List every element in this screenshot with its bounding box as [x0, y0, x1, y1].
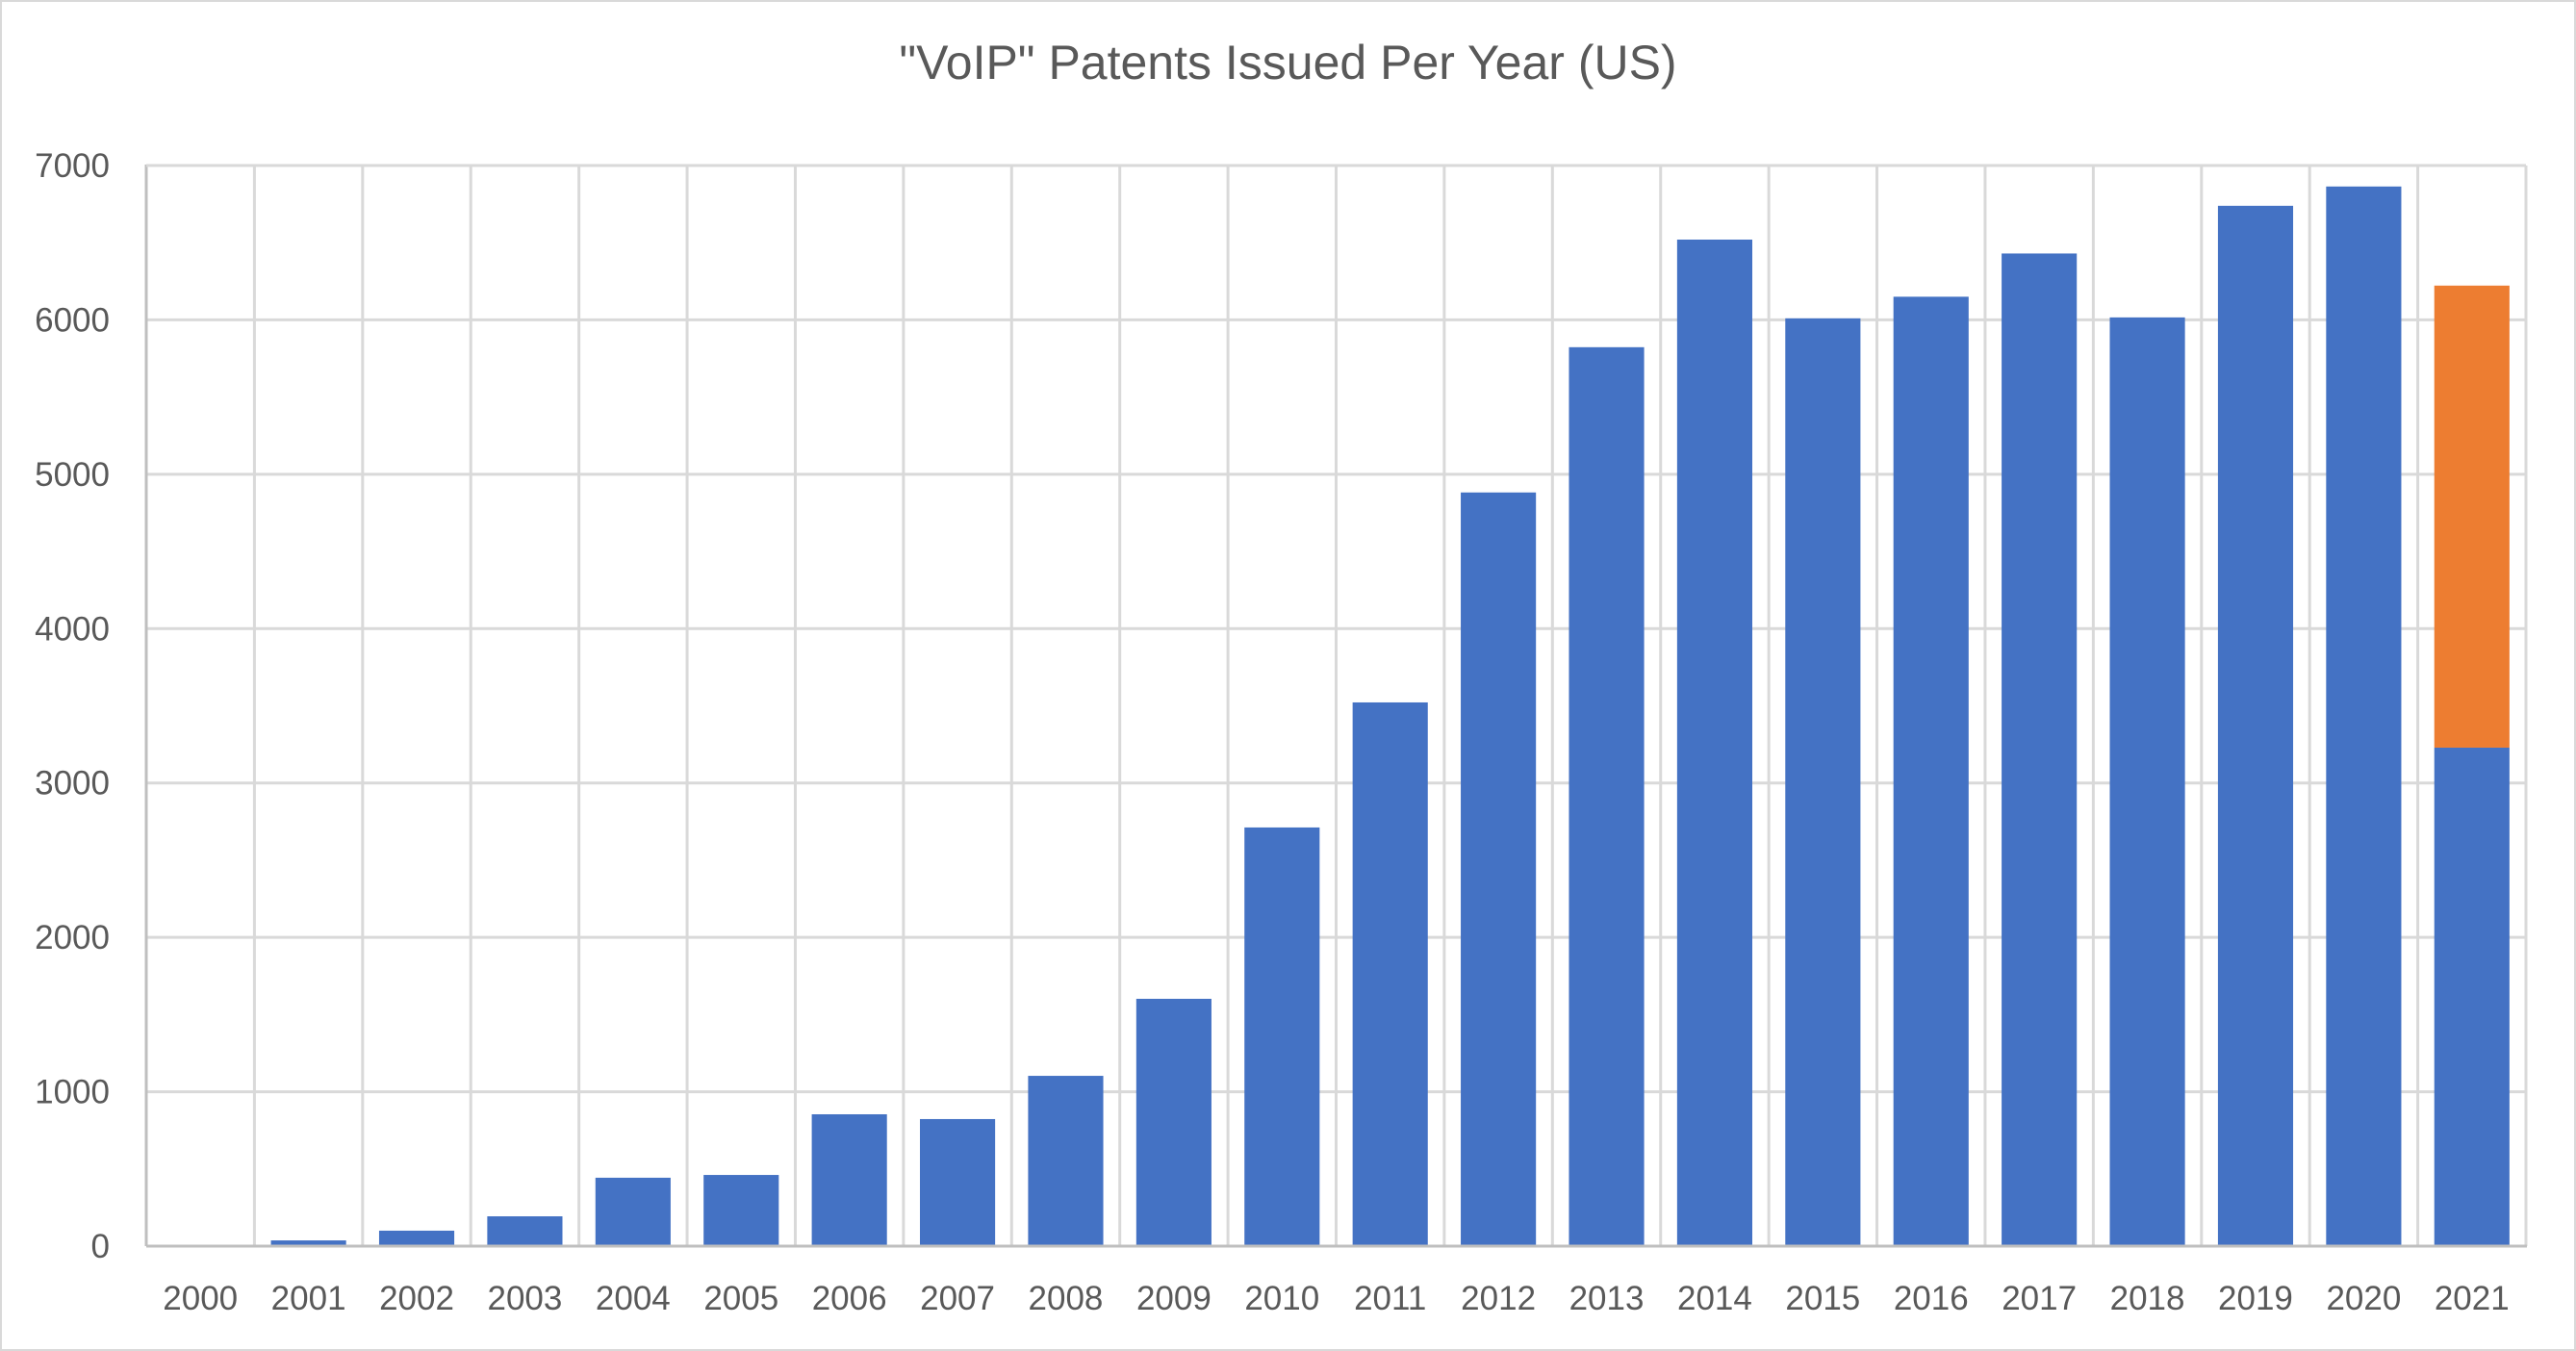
- y-tick-label: 7000: [35, 147, 110, 185]
- x-tick-label: 2012: [1461, 1280, 1536, 1317]
- y-tick-label: 4000: [35, 610, 110, 648]
- bar-issued-2019: [2217, 205, 2294, 1247]
- bar-issued-2014: [1676, 240, 1752, 1246]
- bar-issued-2002: [378, 1230, 455, 1246]
- x-tick-label: 2001: [271, 1280, 346, 1317]
- bar-issued-2021: [2434, 747, 2510, 1246]
- x-tick-label: 2014: [1677, 1280, 1752, 1317]
- x-tick-label: 2006: [812, 1280, 887, 1317]
- axes: [144, 164, 2527, 1248]
- x-tick-label: 2021: [2435, 1280, 2510, 1317]
- y-tick-label: 3000: [35, 765, 110, 803]
- bar-issued-2009: [1135, 998, 1211, 1246]
- x-tick-label: 2009: [1136, 1280, 1211, 1317]
- bar-issued-2012: [1461, 492, 1537, 1246]
- x-tick-label: 2008: [1029, 1280, 1104, 1317]
- x-tick-label: 2013: [1569, 1280, 1645, 1317]
- chart-title: "VoIP" Patents Issued Per Year (US): [899, 36, 1677, 89]
- y-tick-label: 1000: [35, 1074, 110, 1111]
- x-tick-label: 2003: [487, 1280, 562, 1317]
- x-tick-label: 2000: [163, 1280, 238, 1317]
- bar-issued-2003: [487, 1216, 563, 1246]
- bar-issued-2005: [703, 1175, 779, 1246]
- bar-issued-2018: [2109, 317, 2185, 1247]
- x-tick-label: 2007: [920, 1280, 995, 1317]
- y-tick-label: 0: [91, 1228, 110, 1265]
- x-tick-label: 2018: [2110, 1280, 2185, 1317]
- x-tick-label: 2004: [596, 1280, 671, 1317]
- x-tick-label: 2015: [1785, 1280, 1860, 1317]
- bar-issued-2001: [270, 1240, 346, 1246]
- x-tick-label: 2005: [703, 1280, 778, 1317]
- x-tick-label: 2020: [2326, 1280, 2401, 1317]
- x-tick-label: 2016: [1894, 1280, 1969, 1317]
- bar-issued-2010: [1244, 827, 1320, 1246]
- x-tick-label: 2010: [1244, 1280, 1319, 1317]
- bar-issued-2007: [920, 1118, 996, 1246]
- y-tick-label: 5000: [35, 456, 110, 494]
- y-tick-label: 2000: [35, 919, 110, 956]
- bar-issued-2015: [1785, 318, 1861, 1246]
- bar-issued-2013: [1569, 346, 1645, 1246]
- bar-issued-2020: [2326, 186, 2402, 1247]
- x-tick-label: 2002: [379, 1280, 454, 1317]
- bar-issued-2008: [1028, 1076, 1104, 1246]
- x-tick-label: 2019: [2218, 1280, 2293, 1317]
- y-tick-label: 6000: [35, 301, 110, 339]
- bar-issued-2004: [595, 1177, 671, 1246]
- bar-issued-2016: [1893, 296, 1969, 1247]
- bar-issued-2011: [1352, 701, 1428, 1246]
- bar-projected-2021: [2434, 285, 2510, 748]
- x-tick-label: 2017: [2002, 1280, 2077, 1317]
- bars: [270, 186, 2510, 1247]
- tick-labels: 0 1000 2000 3000 4000 5000 6000 7000 2000 2001 200…: [35, 147, 2510, 1317]
- x-tick-label: 2011: [1354, 1280, 1426, 1317]
- bar-issued-2006: [811, 1113, 887, 1246]
- bar-issued-2017: [2002, 253, 2078, 1246]
